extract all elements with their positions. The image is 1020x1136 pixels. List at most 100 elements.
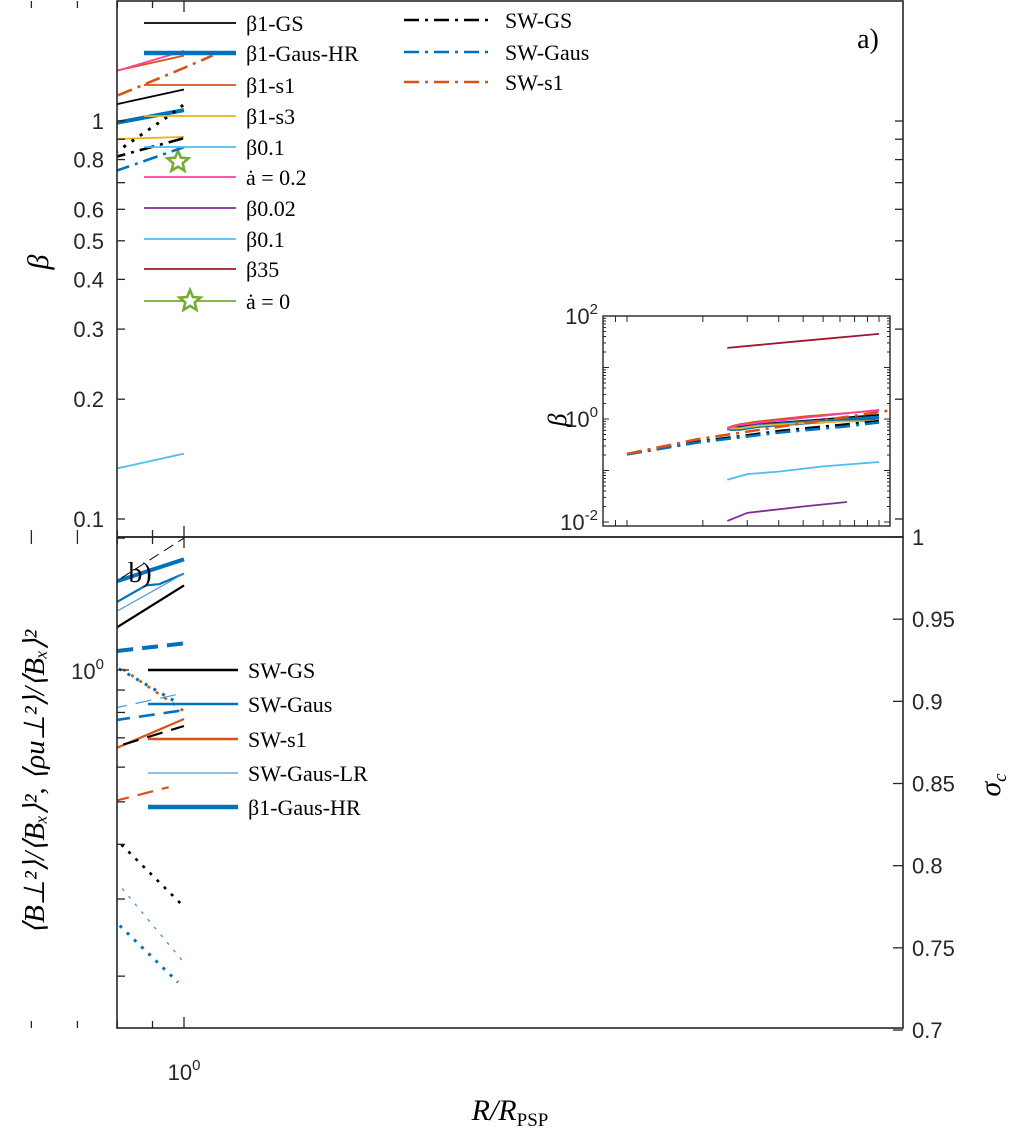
tick-exponent: -2 bbox=[585, 507, 598, 524]
tick-base: 10 bbox=[565, 304, 589, 329]
legend-item: SW-GS bbox=[148, 658, 315, 683]
bottom-series-1-solid bbox=[117, 572, 185, 604]
y-tick-label-left: 100 bbox=[71, 656, 104, 684]
y-tick-label-right: 0.9 bbox=[912, 689, 943, 714]
bottom-series-group bbox=[117, 537, 185, 984]
legend-item: β1-s3 bbox=[144, 104, 295, 129]
legend-label: SW-Gaus-LR bbox=[248, 761, 368, 786]
y-tick-label-right: 0.75 bbox=[912, 936, 955, 961]
inset-series-4-solid bbox=[727, 461, 880, 481]
panel-label-a: a) bbox=[857, 24, 879, 55]
legend-item: SW-Gaus bbox=[148, 692, 332, 717]
legend-item: β0.02 bbox=[144, 196, 296, 221]
y-axis-label-right: σc bbox=[974, 773, 1011, 797]
legend-label: SW-s1 bbox=[505, 70, 564, 95]
tick-exponent: 0 bbox=[96, 656, 104, 673]
x-tick-label: 100 bbox=[168, 1057, 201, 1085]
legend-label: β1-s1 bbox=[246, 73, 295, 98]
y-tick-label-right: 0.8 bbox=[912, 854, 943, 879]
y-tick-label: 0.2 bbox=[73, 387, 104, 412]
panel-a: 0.1 0.2 0.3 0.4 0.5 0.6 0.8 1 β a) β1-GS β1-Gaus-HR… bbox=[22, 0, 904, 538]
legend-item: ȧ = 0.2 bbox=[144, 165, 307, 190]
y-tick-label: 0.1 bbox=[73, 507, 104, 532]
legend-item: β1-Gaus-HR bbox=[148, 795, 361, 820]
y-tick-label-right: 0.95 bbox=[912, 607, 955, 632]
legend-label: β1-GS bbox=[246, 11, 304, 36]
legend-item: SW-Gaus bbox=[404, 40, 589, 65]
legend-label: ȧ = 0 bbox=[246, 289, 290, 314]
legend-label: β0.1 bbox=[246, 227, 285, 252]
y-tick-label: 0.8 bbox=[73, 148, 104, 173]
legend-item: ȧ = 0 bbox=[144, 286, 290, 314]
inset-series-5-solid bbox=[726, 409, 880, 430]
legend-label: ȧ = 0.2 bbox=[246, 165, 307, 190]
tick-exponent: 2 bbox=[590, 301, 598, 318]
x-axis-label-main: R/R bbox=[471, 1094, 517, 1127]
tick-base: 10 bbox=[560, 510, 584, 535]
y-tick-label: 0.3 bbox=[73, 317, 104, 342]
inset-y-axis-label: β bbox=[543, 413, 572, 427]
inset-series-group bbox=[626, 333, 890, 522]
tick-exponent: 0 bbox=[192, 1057, 200, 1074]
y-tick-label: 1 bbox=[92, 109, 104, 134]
legend-label: β1-s3 bbox=[246, 104, 295, 129]
legend-item: β0.1 bbox=[144, 227, 285, 252]
legend-item: β1-s1 bbox=[144, 73, 295, 98]
panel-a-legend: β1-GS β1-Gaus-HR β1-s1 β1-s3 β0.1 ȧ = 0.2 β0.0… bbox=[144, 8, 589, 314]
y-tick-label-right: 0.85 bbox=[912, 772, 955, 797]
panel-b-legend: SW-GS SW-Gaus SW-s1 SW-Gaus-LR β1-Gaus-HR bbox=[148, 658, 368, 820]
legend-label: β0.1 bbox=[246, 135, 285, 160]
inset-series-6-solid bbox=[726, 501, 847, 522]
legend-label: SW-GS bbox=[505, 8, 572, 33]
legend-star-icon bbox=[176, 286, 204, 313]
y-tick-label-right: 1 bbox=[912, 525, 924, 550]
legend-label: β1-Gaus-HR bbox=[248, 795, 361, 820]
inset-series-9-dashdot bbox=[626, 421, 880, 456]
y-tick-label: 0.6 bbox=[73, 197, 104, 222]
tick-base: 10 bbox=[71, 659, 95, 684]
y-axis-label: β bbox=[22, 254, 55, 270]
legend-label: SW-s1 bbox=[248, 727, 307, 752]
legend-item: β1-GS bbox=[144, 11, 304, 36]
legend-label: SW-Gaus bbox=[248, 692, 332, 717]
x-axis-label-subscript: PSP bbox=[517, 1110, 549, 1131]
legend-label: β35 bbox=[246, 257, 279, 282]
tick-exponent: 0 bbox=[590, 404, 598, 421]
legend-item: β1-Gaus-HR bbox=[144, 41, 359, 66]
legend-label: SW-Gaus bbox=[505, 40, 589, 65]
inset-series-8-dashdot bbox=[626, 419, 880, 456]
panel-label-b: b) bbox=[128, 558, 151, 589]
legend-item: β35 bbox=[144, 257, 279, 282]
legend-item: SW-Gaus-LR bbox=[148, 761, 368, 786]
y-axis-label-right-subscript: c bbox=[990, 773, 1011, 782]
inset-series-7-solid bbox=[727, 333, 880, 349]
top-series-11-dashdot bbox=[117, 54, 214, 98]
panel-b-axes-box bbox=[116, 536, 904, 1029]
legend-item: SW-s1 bbox=[148, 727, 307, 752]
legend-item: β0.1 bbox=[144, 135, 285, 160]
top-star-marker-8 bbox=[164, 147, 192, 174]
legend-label: β0.02 bbox=[246, 196, 296, 221]
y-axis-label-right-main: σ bbox=[974, 781, 1007, 797]
legend-item: SW-s1 bbox=[404, 70, 564, 95]
inset-y-tick-label: 10-2 bbox=[560, 507, 598, 535]
top-series-0-solid bbox=[117, 88, 185, 106]
tick-base: 10 bbox=[168, 1060, 192, 1085]
y-tick-label: 0.5 bbox=[73, 229, 104, 254]
y-tick-label: 0.4 bbox=[73, 267, 104, 292]
inset-series-3-solid bbox=[727, 420, 880, 430]
legend-item: SW-GS bbox=[404, 8, 572, 33]
inset-y-tick-label: 102 bbox=[565, 301, 598, 329]
tick-base: 10 bbox=[565, 407, 589, 432]
legend-label: SW-GS bbox=[248, 658, 315, 683]
x-axis-label: R/RPSP bbox=[471, 1094, 549, 1131]
y-tick-label-right: 0.7 bbox=[912, 1018, 943, 1043]
panel-b: 10010.950.90.850.80.750.710-1100R/RPSP⟨B… bbox=[19, 525, 1011, 1131]
inset-y-tick-label: 100 bbox=[565, 404, 598, 432]
inset-series-10-dashdot bbox=[626, 409, 890, 456]
y-axis-label-left: ⟨B⊥²⟩/⟨Bₓ⟩², ⟨ρu⊥²⟩/⟨Bₓ⟩² bbox=[19, 628, 51, 934]
bottom-series-5-dashed-thin bbox=[117, 537, 185, 582]
legend-label: β1-Gaus-HR bbox=[246, 41, 359, 66]
